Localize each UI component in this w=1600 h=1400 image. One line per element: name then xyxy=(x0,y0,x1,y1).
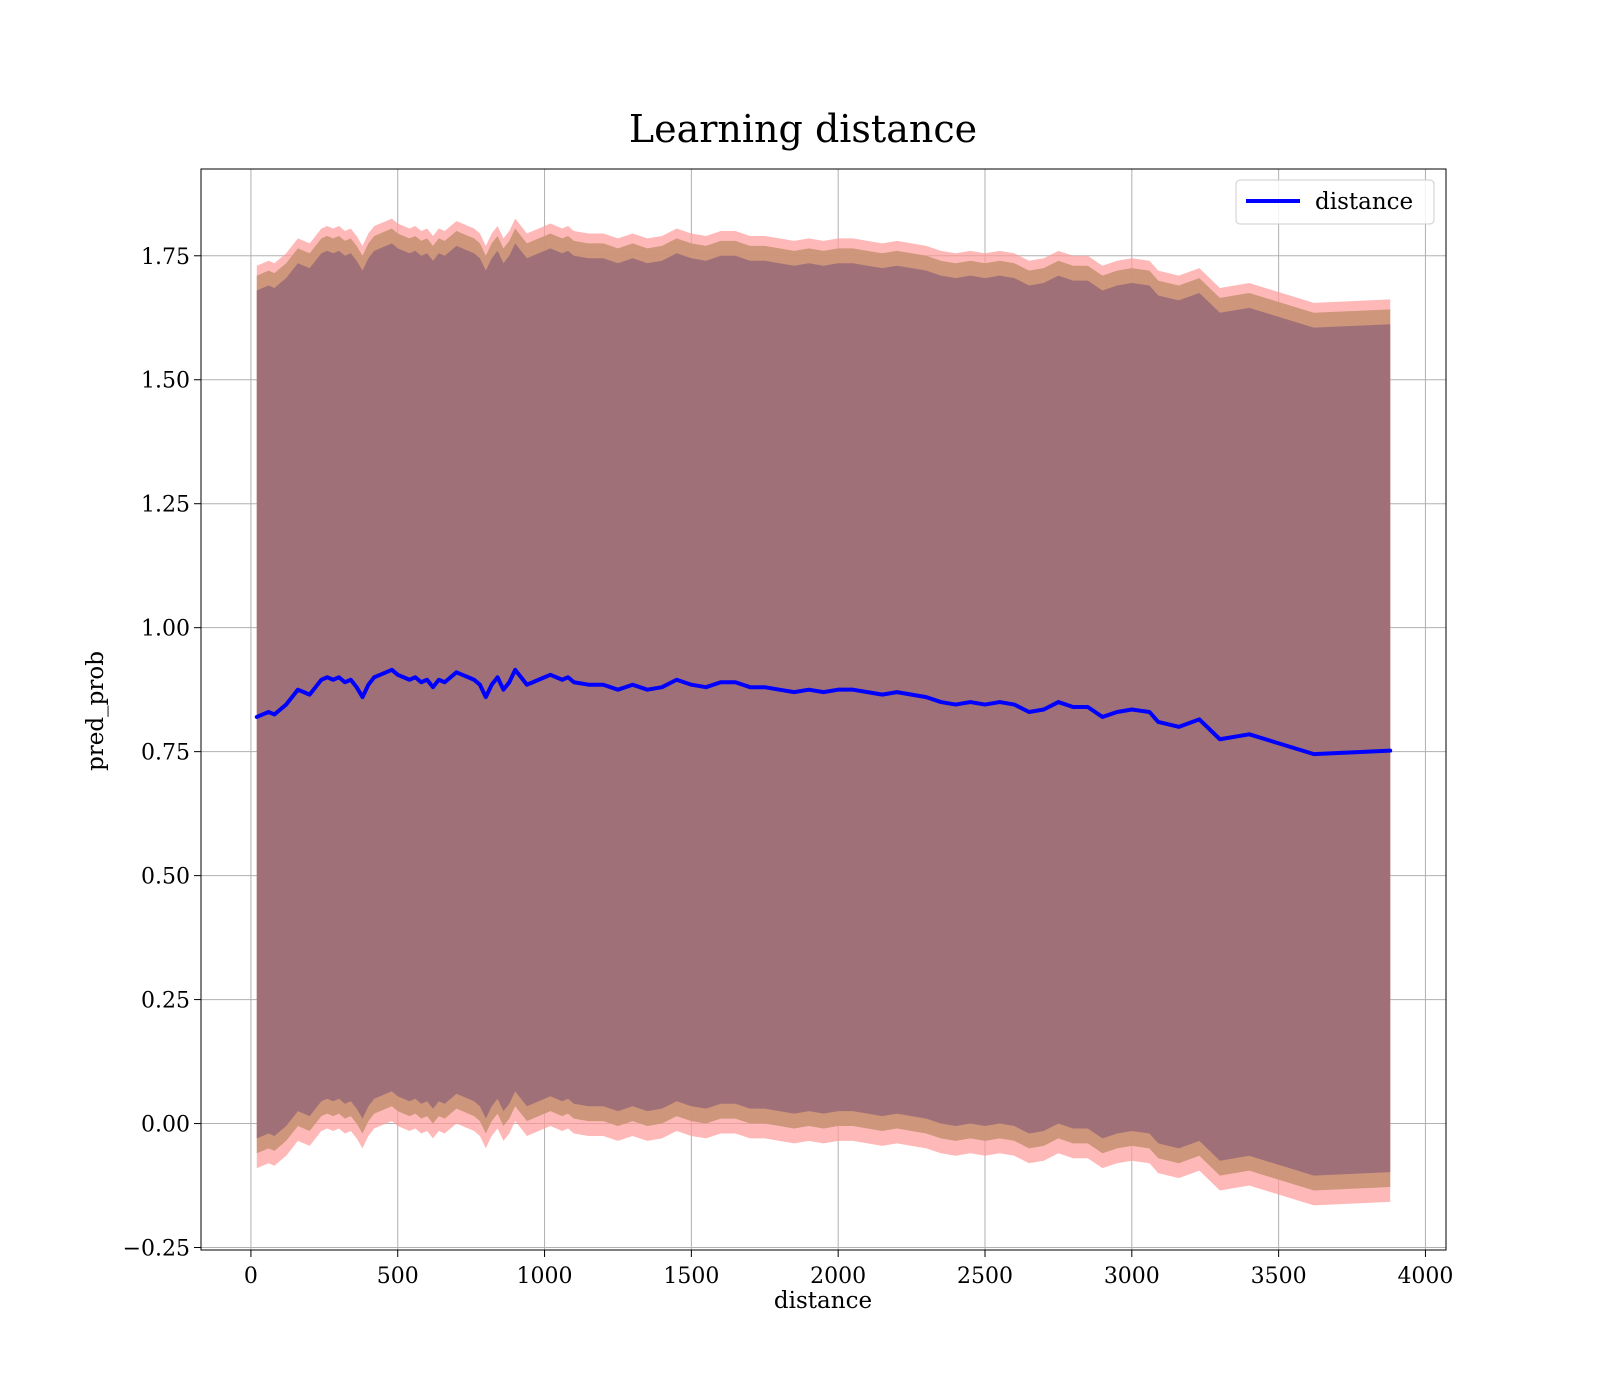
x-tick-label: 500 xyxy=(377,1264,419,1289)
x-tick-label: 1500 xyxy=(663,1264,719,1289)
legend-label-distance: distance xyxy=(1315,189,1413,215)
y-tick-label: 1.25 xyxy=(141,493,190,518)
x-tick-label: 1000 xyxy=(517,1264,573,1289)
x-axis-label: distance xyxy=(774,1288,872,1314)
y-tick-label: −0.25 xyxy=(123,1237,190,1262)
x-tick-label: 4000 xyxy=(1397,1264,1453,1289)
confidence-bands xyxy=(256,218,1391,1206)
band-inner xyxy=(256,243,1391,1176)
y-axis-label: pred_prob xyxy=(83,651,109,771)
y-tick-label: 0.00 xyxy=(141,1113,190,1138)
plot-frame xyxy=(200,168,1447,1251)
x-tick-label: 3500 xyxy=(1251,1264,1307,1289)
legend-box xyxy=(1235,179,1435,225)
x-tick-label: 2500 xyxy=(957,1264,1013,1289)
y-tick-label: 0.75 xyxy=(141,741,190,766)
y-tick-label: 1.75 xyxy=(141,245,190,270)
x-tick-label: 0 xyxy=(244,1264,258,1289)
y-tick-label: 0.50 xyxy=(141,865,190,890)
series-lines xyxy=(254,667,1393,757)
x-tick-label: 3000 xyxy=(1104,1264,1160,1289)
axis-ticks: 0 500 1000 1500 2000 2500 3000 3500 4000 −0.25 0.0… xyxy=(123,245,1454,1289)
y-tick-label: 0.25 xyxy=(141,989,190,1014)
y-tick-label: 1.00 xyxy=(141,617,190,642)
chart-title: Learning distance xyxy=(629,107,977,151)
y-tick-label: 1.50 xyxy=(141,369,190,394)
series-line-distance xyxy=(254,667,1393,757)
x-tick-label: 2000 xyxy=(810,1264,866,1289)
legend: distance xyxy=(1235,179,1435,225)
